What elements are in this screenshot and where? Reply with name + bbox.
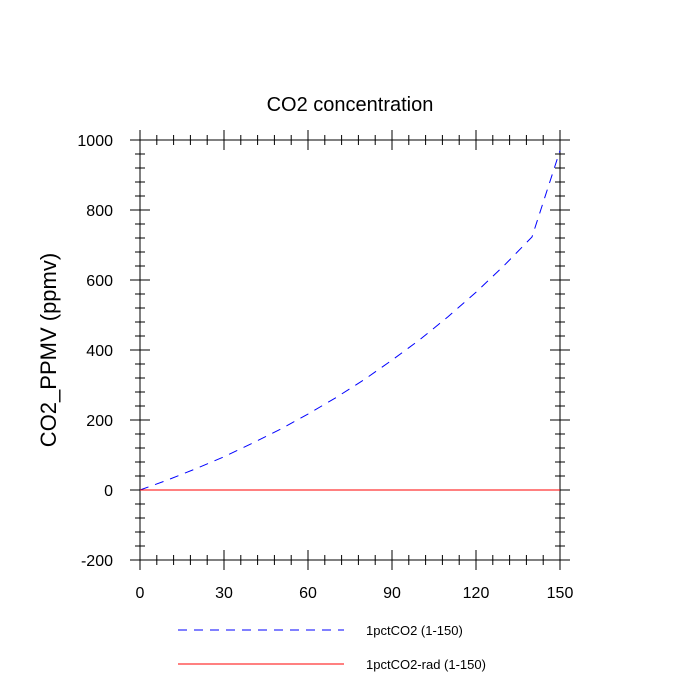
y-tick-label: 400 — [86, 343, 113, 360]
x-tick-label: 150 — [547, 585, 574, 602]
series-layer — [139, 150, 561, 491]
y-tick-label: 600 — [86, 273, 113, 290]
y-axis: -200 0 200 400 600 800 1000 — [77, 133, 570, 570]
y-tick-label: -200 — [81, 553, 113, 570]
legend-label-1: 1pctCO2 (1-150) — [366, 623, 463, 638]
y-tick-label: 800 — [86, 203, 113, 220]
y-tick-label: 200 — [86, 413, 113, 430]
y-axis-title: CO2_PPMV (ppmv) — [36, 253, 61, 447]
x-tick-label: 60 — [299, 585, 317, 602]
plot-border — [139, 139, 561, 561]
x-axis: 0 30 60 90 120 150 — [136, 130, 574, 602]
x-tick-label: 90 — [383, 585, 401, 602]
y-tick-label: 1000 — [77, 133, 113, 150]
legend-label-2: 1pctCO2-rad (1-150) — [366, 657, 486, 672]
plot-frame — [139, 139, 561, 561]
x-tick-label: 120 — [463, 585, 490, 602]
legend: 1pctCO2 (1-150) 1pctCO2-rad (1-150) — [178, 623, 486, 672]
chart-title: CO2 concentration — [267, 94, 434, 116]
x-tick-label: 0 — [136, 585, 145, 602]
x-tick-label: 30 — [215, 585, 233, 602]
y-tick-label: 0 — [104, 483, 113, 500]
series-line-1 — [139, 150, 561, 491]
